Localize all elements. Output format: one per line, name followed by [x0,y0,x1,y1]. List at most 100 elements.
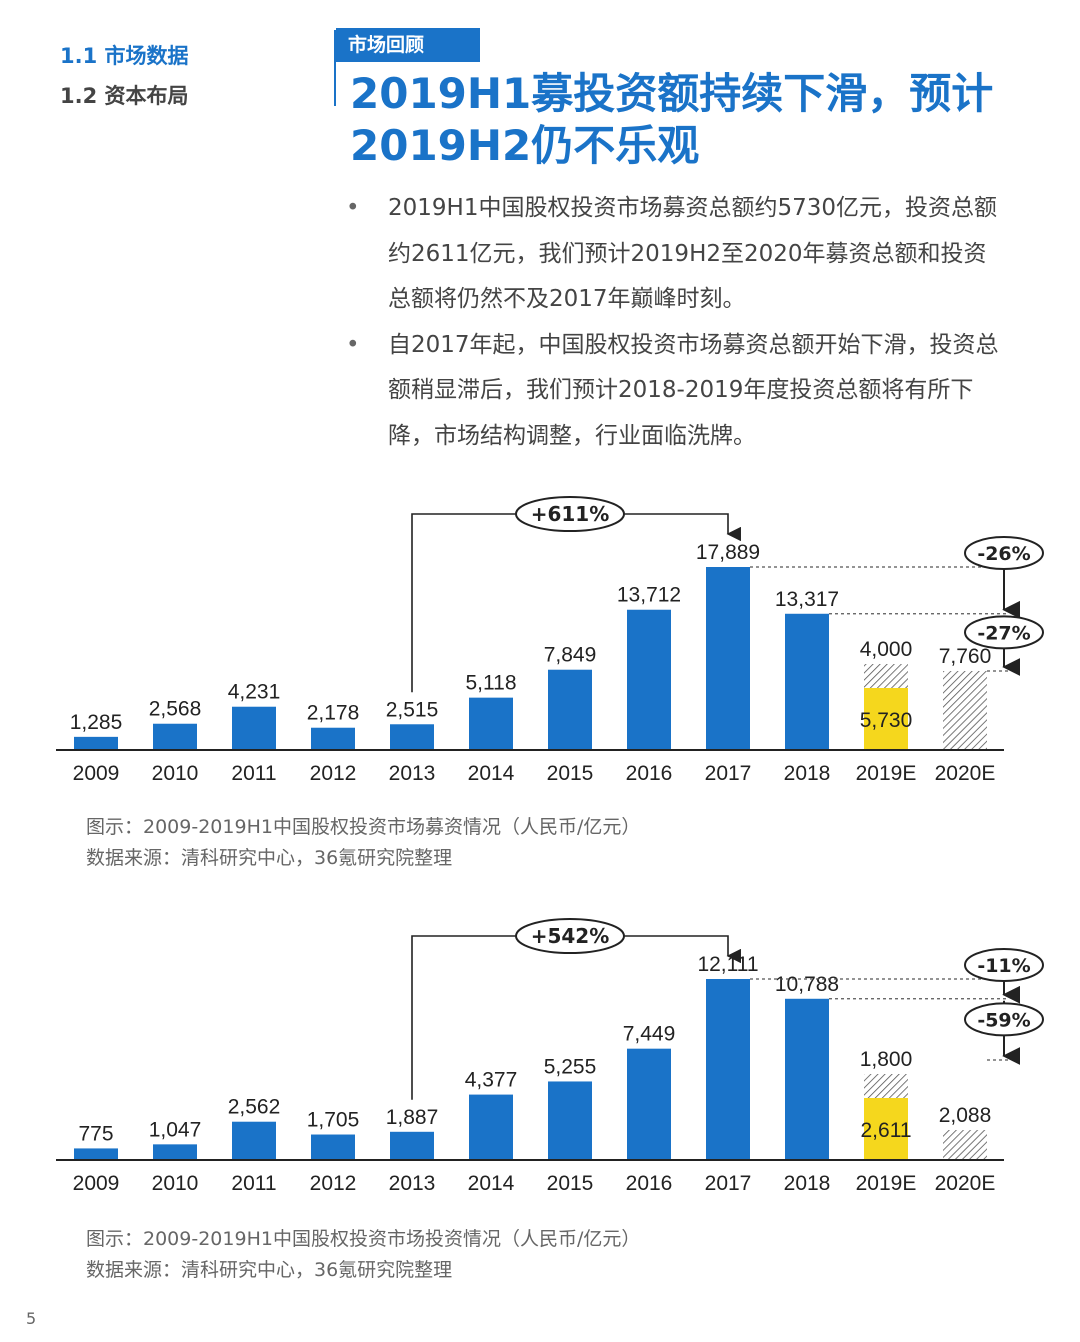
summary-bullets: 2019H1中国股权投资市场募资总额约5730亿元，投资总额约2611亿元，我们… [346,186,1006,460]
x-tick-label-2020E: 2020E [935,1172,996,1195]
page-number: 5 [26,1309,37,1328]
change-callout-2-text: -59% [977,1009,1030,1031]
data-label-2014: 4,377 [465,1069,518,1092]
x-tick-label-2019E: 2019E [856,1172,917,1195]
data-label-2020E: 7,760 [939,645,992,668]
bar-2018 [785,998,829,1160]
x-tick-label-2009: 2009 [73,762,120,785]
bar-2012 [311,727,355,750]
data-label-2020E: 2,088 [939,1104,992,1127]
nav-item-market-data[interactable]: 1.1 市场数据 [60,44,189,68]
bar-2016 [627,1048,671,1160]
x-tick-label-2020E: 2020E [935,762,996,785]
data-label-2012: 1,705 [307,1109,360,1132]
data-label-2011: 4,231 [228,681,281,704]
x-tick-label-2017: 2017 [705,1172,752,1195]
bar-2019E-h1 [864,688,908,750]
caption-source: 数据来源：清科研究中心，36氪研究院整理 [86,1259,453,1281]
bar-2015 [548,669,592,750]
section-nav: 1.1 市场数据 1.2 资本布局 [60,36,189,116]
bar-2014 [469,697,513,750]
x-tick-label-2019E: 2019E [856,762,917,785]
data-label-2010: 1,047 [149,1118,202,1141]
x-tick-label-2014: 2014 [468,1172,515,1195]
x-tick-label-2016: 2016 [626,762,673,785]
data-label-2010: 2,568 [149,698,202,721]
x-tick-label-2017: 2017 [705,762,752,785]
data-label-2018: 10,788 [775,973,839,996]
data-label-2019E-h2: 1,800 [860,1048,913,1071]
data-label-2009: 1,285 [70,711,123,734]
data-label-2013: 1,887 [386,1106,439,1129]
data-label-2016: 7,449 [623,1023,676,1046]
bar-2020E-estimate [943,1130,987,1160]
bar-2011 [232,1121,276,1160]
fundraising-caption: 图示：2009-2019H1中国股权投资市场募资情况（人民币/亿元） 数据来源：… [86,812,640,874]
x-tick-label-2015: 2015 [547,1172,594,1195]
bar-2014 [469,1094,513,1160]
bar-2019E-h2-estimate [864,664,908,688]
bar-2009 [74,1148,118,1160]
x-tick-label-2011: 2011 [231,762,276,785]
bar-2017 [706,567,750,750]
growth-callout-bubble [515,496,625,532]
data-label-2009: 775 [78,1122,113,1145]
bar-2019E-h1 [864,1098,908,1160]
data-label-2015: 5,255 [544,1055,597,1078]
caption-title: 图示：2009-2019H1中国股权投资市场投资情况（人民币/亿元） [86,1228,641,1250]
x-tick-label-2016: 2016 [626,1172,673,1195]
x-tick-label-2012: 2012 [310,1172,357,1195]
fundraising-chart-svg: 1,285 2,568 4,231 2,178 2,515 5,118 7,849 13,71… [56,496,1044,785]
investment-caption: 图示：2009-2019H1中国股权投资市场投资情况（人民币/亿元） 数据来源：… [86,1224,640,1286]
bar-2011 [232,706,276,750]
bar-2020E-estimate [943,671,987,750]
caption-source: 数据来源：清科研究中心，36氪研究院整理 [86,847,453,869]
x-tick-label-2010: 2010 [152,1172,199,1195]
data-label-2019E-h1: 2,611 [861,1119,912,1142]
bar-2016 [627,609,671,750]
data-label-2013: 2,515 [386,698,439,721]
bar-2013 [390,724,434,750]
change-callout-1-text: -26% [977,543,1030,565]
growth-callout-text: +542% [531,924,610,948]
data-label-2014: 5,118 [466,672,517,695]
change-callout-2-bubble [964,1002,1044,1037]
change-callout-2-text: -27% [977,622,1030,644]
data-label-2018: 13,317 [775,588,839,611]
bar-2010 [153,723,197,750]
data-label-2012: 2,178 [307,702,360,725]
x-tick-label-2009: 2009 [73,1172,120,1195]
bar-2009 [74,736,118,750]
bar-2018 [785,613,829,750]
page-title: 2019H1募投资额持续下滑，预计2019H2仍不乐观 [350,69,994,170]
nav-item-capital-layout[interactable]: 1.2 资本布局 [60,84,189,108]
x-tick-label-2018: 2018 [784,1172,831,1195]
data-label-2016: 13,712 [617,584,681,607]
data-label-2011: 2,562 [228,1096,281,1119]
data-label-2015: 7,849 [544,644,597,667]
x-tick-label-2013: 2013 [389,1172,436,1195]
data-label-2017: 12,111 [697,953,758,976]
investment-chart-svg: 775 1,047 2,562 1,705 1,887 4,377 5,255 7,449 12… [56,918,1044,1195]
caption-title: 图示：2009-2019H1中国股权投资市场募资情况（人民币/亿元） [86,816,641,838]
data-label-2019E-h1: 5,730 [860,709,913,732]
change-callout-2-bubble [964,615,1044,650]
bar-2019E-h2-estimate [864,1074,908,1098]
x-tick-label-2011: 2011 [231,1172,276,1195]
growth-callout-text: +611% [531,502,610,526]
title-accent-line [334,30,336,106]
x-tick-label-2012: 2012 [310,762,357,785]
growth-callout-bubble [515,918,625,954]
x-tick-label-2013: 2013 [389,762,436,785]
bar-2015 [548,1081,592,1160]
bullet-item: 2019H1中国股权投资市场募资总额约5730亿元，投资总额约2611亿元，我们… [346,186,1006,323]
x-tick-label-2018: 2018 [784,762,831,785]
x-tick-label-2014: 2014 [468,762,515,785]
x-tick-label-2015: 2015 [547,762,594,785]
change-callout-1-text: -11% [977,955,1030,977]
bullet-item: 自2017年起，中国股权投资市场募资总额开始下滑，投资总额稍显滞后，我们预计20… [346,323,1006,460]
bar-2010 [153,1144,197,1160]
section-tag: 市场回顾 [336,28,480,62]
x-tick-label-2010: 2010 [152,762,199,785]
investment-chart: 775 1,047 2,562 1,705 1,887 4,377 5,255 7,449 12… [0,912,1080,1212]
